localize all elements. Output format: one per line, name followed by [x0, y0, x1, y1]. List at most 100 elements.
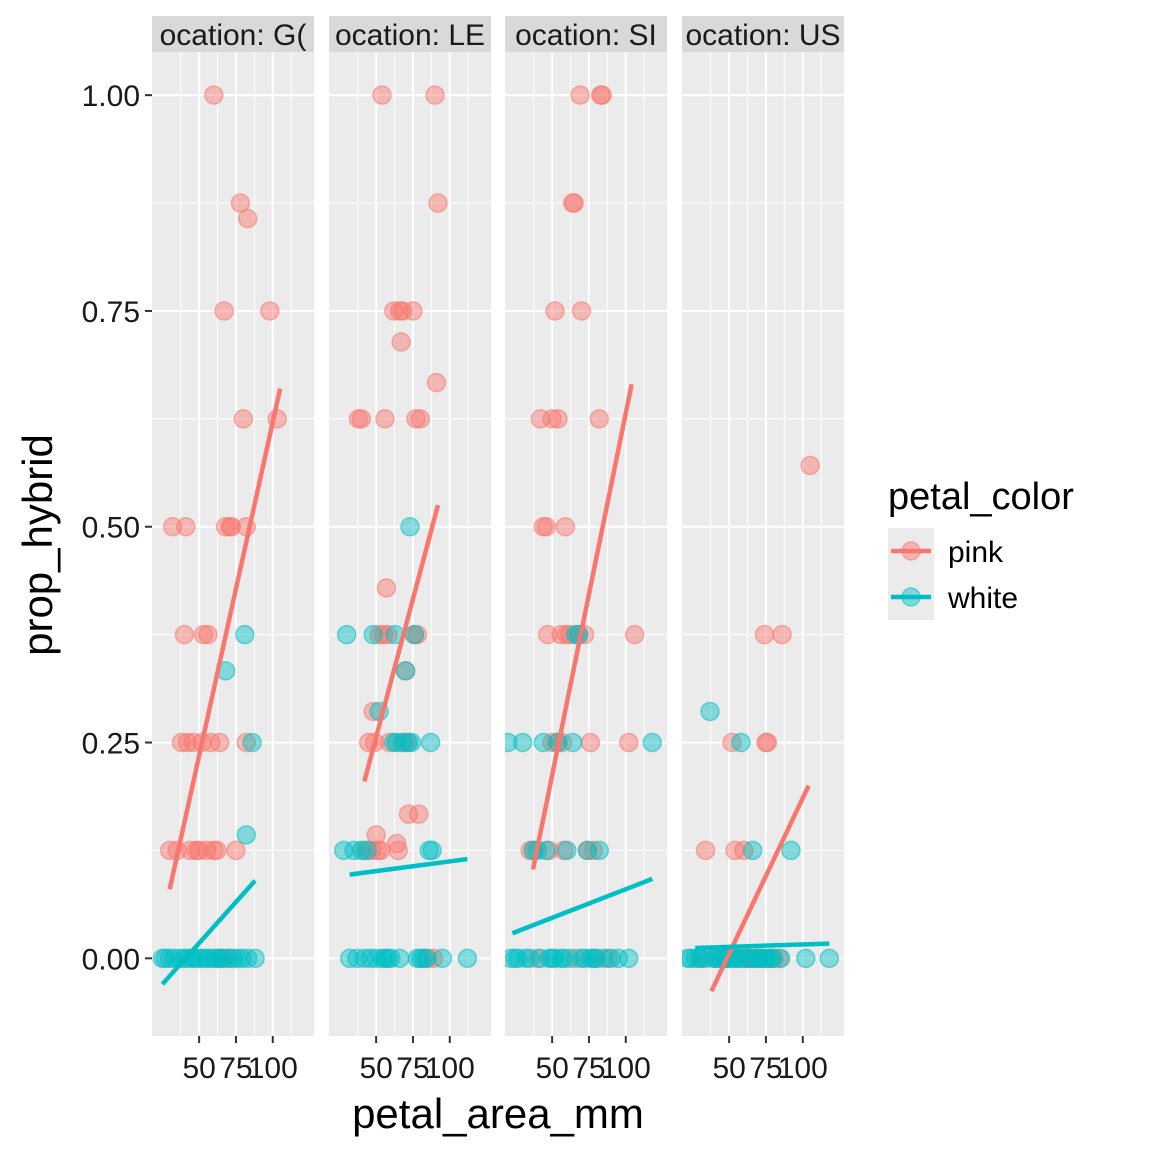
data-point-pink	[583, 840, 604, 861]
data-point-pink	[398, 804, 419, 824]
x-tick-label: 75	[396, 1052, 429, 1085]
data-point-pink	[409, 804, 429, 824]
data-point-pink	[428, 193, 448, 213]
x-tick-label: 50	[712, 1052, 745, 1085]
data-point-pink	[230, 193, 251, 213]
data-point-pink	[570, 85, 590, 105]
legend-label: white	[947, 582, 1018, 615]
panel-background	[329, 52, 491, 1036]
data-point-white	[242, 732, 262, 753]
x-axis-title: petal_area_mm	[352, 1090, 644, 1137]
legend-title: petal_color	[888, 476, 1074, 518]
data-point-pink	[204, 85, 224, 105]
x-tick-label: 100	[778, 1052, 828, 1085]
legend-item-pink: pink	[888, 528, 1004, 574]
data-point-white	[742, 840, 763, 861]
data-point-white	[520, 948, 540, 969]
y-axis: 0.00 0.25 0.50 0.75 1.00	[82, 80, 152, 976]
data-point-pink	[391, 332, 411, 352]
data-point-white	[819, 948, 840, 969]
legend-item-white: white	[888, 574, 1018, 620]
data-point-pink	[215, 516, 236, 537]
data-point-pink	[226, 840, 246, 861]
data-point-white	[618, 948, 639, 969]
data-point-white	[339, 948, 360, 969]
x-tick-label: 75	[572, 1052, 605, 1085]
data-point-white	[515, 948, 536, 969]
y-tick-label: 0.25	[82, 728, 140, 761]
data-point-white	[593, 948, 614, 969]
y-tick-label: 0.50	[82, 512, 140, 545]
fit-line-white	[511, 876, 654, 936]
data-point-white	[642, 732, 663, 753]
y-tick-label: 0.75	[82, 296, 140, 329]
fit-line-white	[160, 879, 257, 986]
data-point-white	[432, 948, 453, 969]
fit-line-pink	[530, 383, 634, 870]
data-point-white	[404, 624, 425, 645]
facet-strip	[329, 16, 491, 52]
data-point-white	[363, 624, 383, 645]
data-point-pink	[198, 624, 218, 645]
data-point-white	[781, 840, 801, 861]
panel-data	[152, 85, 287, 986]
facet-strip-label: ocation: G(	[160, 19, 307, 52]
data-point-pink	[537, 624, 558, 645]
data-point-pink	[193, 624, 214, 645]
x-tick-label: 75	[219, 1052, 252, 1085]
facet-panel: ocation: US	[682, 16, 844, 1036]
data-point-pink	[378, 624, 398, 645]
data-point-white	[422, 840, 442, 861]
data-point-white	[236, 825, 257, 845]
data-point-white	[416, 948, 436, 969]
data-point-white	[401, 732, 422, 753]
data-point-pink	[754, 624, 775, 645]
data-point-white	[562, 732, 583, 753]
data-point-pink	[233, 409, 254, 429]
data-point-white	[351, 840, 372, 861]
data-point-pink	[214, 301, 234, 321]
y-axis-title: prop_hybrid	[14, 434, 61, 656]
data-point-white	[420, 732, 441, 753]
data-point-white	[212, 948, 233, 969]
fit-line-pink	[362, 504, 441, 782]
data-point-pink	[618, 732, 639, 753]
data-point-white	[505, 948, 521, 969]
x-tick-label: 100	[425, 1052, 475, 1085]
data-point-pink	[196, 840, 217, 861]
x-tick-label: 100	[248, 1052, 298, 1085]
data-point-pink	[162, 516, 183, 537]
data-point-pink	[564, 193, 584, 213]
data-point-white	[795, 948, 816, 969]
data-point-white	[357, 840, 378, 861]
data-point-pink	[372, 85, 392, 105]
data-point-white	[763, 948, 784, 969]
data-point-white	[237, 948, 258, 969]
data-point-pink	[800, 455, 820, 476]
data-point-pink	[221, 516, 242, 537]
x-tick-label: 75	[749, 1052, 782, 1085]
data-point-white	[344, 840, 364, 861]
data-point-pink	[589, 409, 610, 429]
facet-strip	[682, 16, 844, 52]
facet-panel: ocation: SI	[505, 16, 667, 1036]
data-point-pink	[174, 624, 195, 645]
data-point-white	[389, 948, 410, 969]
facet-strip-label: ocation: US	[685, 19, 840, 52]
panel-background	[505, 52, 667, 1036]
facet-strip	[152, 16, 314, 52]
data-point-pink	[571, 301, 592, 321]
panel-data	[333, 85, 478, 969]
legend-label: pink	[948, 536, 1004, 569]
data-point-pink	[386, 833, 407, 854]
data-point-white	[770, 948, 791, 969]
x-tick-label: 50	[182, 1052, 215, 1085]
panels-layer: ocation: G(ocation: LE ocation: SI ocation…	[152, 16, 844, 1036]
data-point-pink	[403, 301, 423, 321]
data-point-white	[700, 701, 720, 722]
data-point-white	[400, 516, 420, 537]
x-tick-label: 50	[535, 1052, 568, 1085]
data-point-pink	[176, 516, 196, 537]
data-point-pink	[366, 825, 386, 845]
